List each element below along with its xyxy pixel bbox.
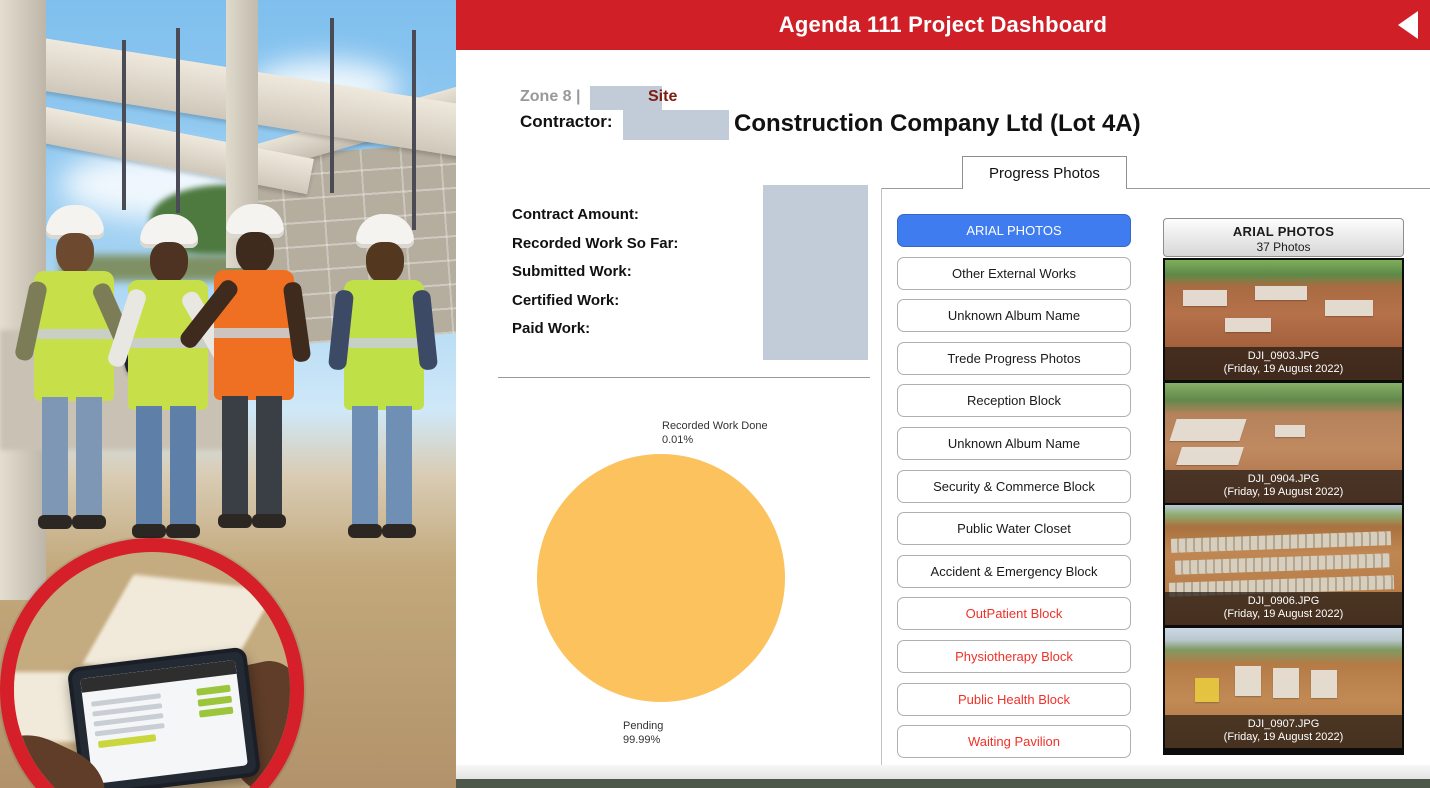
worker-face <box>56 233 94 275</box>
financial-summary: Contract Amount:USD Recorded Work So Far… <box>512 206 872 349</box>
collapse-left-triangle-icon[interactable] <box>1398 11 1418 39</box>
album-button-physiotherapy-block[interactable]: Physiotherapy Block <box>897 639 1131 673</box>
album-button-security-commerce[interactable]: Security & Commerce Block <box>897 469 1131 503</box>
tablet-screen <box>80 659 248 785</box>
worker-figure <box>13 205 140 545</box>
album-button-outpatient-block[interactable]: OutPatient Block <box>897 597 1131 631</box>
site-photo <box>0 0 456 788</box>
photos-panel-header: ARIAL PHOTOS 37 Photos <box>1163 218 1404 257</box>
album-button-arial-photos[interactable]: ARIAL PHOTOS <box>897 214 1131 247</box>
photo-caption: DJI_0903.JPG (Friday, 19 August 2022) <box>1165 347 1402 380</box>
photo-thumbnail[interactable]: DJI_0906.JPG (Friday, 19 August 2022) <box>1165 505 1402 625</box>
tab-progress-photos[interactable]: Progress Photos <box>962 156 1127 189</box>
worker-figure <box>106 214 235 554</box>
rebar-pole <box>176 28 180 213</box>
footer-strip <box>456 779 1430 788</box>
page-title: Agenda 111 Project Dashboard <box>778 12 1108 37</box>
album-button-reception-block[interactable]: Reception Block <box>897 384 1131 418</box>
rebar-pole <box>330 18 334 193</box>
scroll-edge <box>456 765 1430 779</box>
tablet-device <box>66 646 262 788</box>
album-list: ARIAL PHOTOS Other External Works Unknow… <box>897 214 1131 768</box>
photo-caption: DJI_0907.JPG (Friday, 19 August 2022) <box>1165 714 1402 748</box>
financial-row: Recorded Work So Far: <box>512 234 679 252</box>
redacted-site-name <box>590 86 662 110</box>
photos-panel-title: ARIAL PHOTOS <box>1232 224 1335 239</box>
vertical-divider <box>881 188 882 765</box>
photo-thumbnail[interactable]: DJI_0904.JPG (Friday, 19 August 2022) <box>1165 382 1402 503</box>
album-button-unknown-1[interactable]: Unknown Album Name <box>897 299 1131 333</box>
tab-baseline <box>881 188 1430 189</box>
photo-thumbnail[interactable]: DJI_0903.JPG (Friday, 19 August 2022) <box>1165 260 1402 380</box>
work-progress-pie-chart <box>537 454 785 702</box>
pie-slice-label-recorded: Recorded Work Done 0.01% <box>662 420 768 446</box>
hi-vis-vest <box>344 280 424 410</box>
worker-face <box>236 232 274 274</box>
financial-row: Paid Work: <box>512 320 591 337</box>
zone-label: Zone 8 | <box>520 88 581 105</box>
dashboard-panel: Agenda 111 Project Dashboard Zone 8 | Si… <box>456 0 1430 788</box>
financial-row: Certified Work: <box>512 291 620 309</box>
album-button-public-water-closet[interactable]: Public Water Closet <box>897 512 1131 546</box>
album-button-other-external-works[interactable]: Other External Works <box>897 256 1131 290</box>
app-header-bar: Agenda 111 Project Dashboard <box>456 0 1430 50</box>
album-button-trede-progress[interactable]: Trede Progress Photos <box>897 341 1131 375</box>
worker-figure <box>327 214 439 554</box>
pie-slice-label-pending: Pending 99.99% <box>623 720 664 746</box>
album-button-public-health-block[interactable]: Public Health Block <box>897 682 1131 716</box>
rebar-pole <box>122 40 126 210</box>
album-button-accident-emergency[interactable]: Accident & Emergency Block <box>897 554 1131 588</box>
album-button-waiting-pavilion[interactable]: Waiting Pavilion <box>897 725 1131 759</box>
contractor-name: Construction Company Ltd (Lot 4A) <box>734 110 1141 137</box>
section-divider <box>498 377 870 378</box>
worker-face <box>366 242 404 284</box>
worker-face <box>150 242 188 284</box>
worker-figure <box>177 204 312 544</box>
photo-caption: DJI_0906.JPG (Friday, 19 August 2022) <box>1165 592 1402 625</box>
contractor-label: Contractor: <box>520 112 613 131</box>
photo-caption: DJI_0904.JPG (Friday, 19 August 2022) <box>1165 469 1402 503</box>
site-suffix: Site <box>648 88 678 105</box>
rebar-pole <box>412 30 416 230</box>
redacted-financial-values <box>763 185 868 360</box>
photo-thumbnail[interactable]: DJI_0907.JPG (Friday, 19 August 2022) <box>1165 627 1402 748</box>
financial-row: Submitted Work: <box>512 263 632 280</box>
photos-column: DJI_0903.JPG (Friday, 19 August 2022) DJ… <box>1163 258 1404 755</box>
redacted-contractor-prefix <box>623 110 729 140</box>
album-button-unknown-2[interactable]: Unknown Album Name <box>897 426 1131 460</box>
photos-panel-count: 37 Photos <box>1256 240 1311 254</box>
